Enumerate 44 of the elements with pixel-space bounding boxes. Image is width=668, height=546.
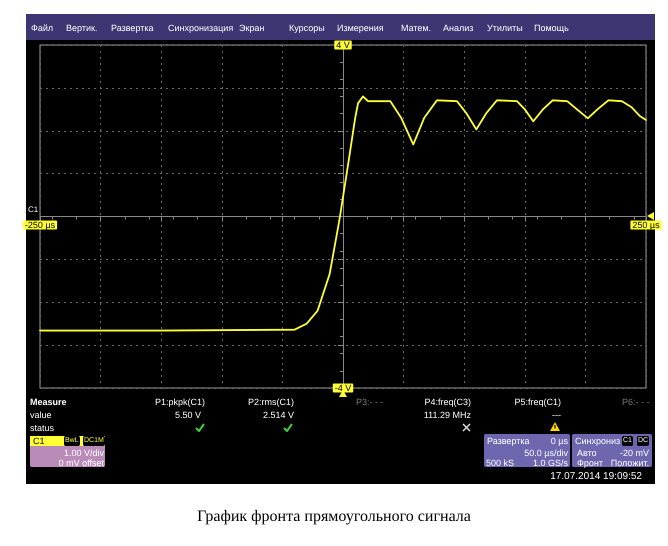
- x-tick-label: 250 µs: [632, 220, 660, 230]
- text: value: [30, 410, 52, 420]
- text: P4:freq(C3): [424, 397, 471, 407]
- text: 500 kS: [486, 458, 514, 468]
- text: P1:pkpk(C1): [154, 397, 205, 407]
- text: 0 µs: [550, 436, 568, 446]
- text: Курсоры: [289, 23, 325, 33]
- text: Положит.: [610, 458, 649, 468]
- text: Синхронизация: [168, 23, 234, 33]
- text: 50.0 µs/div: [524, 448, 568, 458]
- text: Развертка: [487, 436, 530, 446]
- text: -20 mV: [620, 448, 649, 458]
- text: Измерения: [337, 23, 384, 33]
- text: Measure: [30, 397, 67, 407]
- text: P3:- - -: [356, 397, 384, 407]
- text: 111.29 MHz: [424, 410, 471, 420]
- text: 5.50 V: [174, 410, 201, 420]
- text: Синхрониз: [575, 436, 620, 446]
- text: Авто: [577, 448, 597, 458]
- text: График фронта прямоугольного сигнала: [196, 507, 472, 527]
- text: Матем.: [401, 23, 432, 33]
- text: P2:rms(C1): [248, 397, 294, 407]
- y-tick-label: 4 V: [336, 40, 350, 50]
- text: Утилиты: [487, 23, 523, 33]
- text: P5:freq(C1): [514, 397, 561, 407]
- y-tick-label: -4 V: [334, 383, 352, 393]
- text: status: [30, 423, 54, 433]
- text: Файл: [31, 23, 54, 33]
- text: P6:- - -: [622, 397, 650, 407]
- text: Развертка: [111, 23, 154, 33]
- x-tick-label: -250 µs: [24, 220, 56, 230]
- text: C1: [33, 436, 45, 446]
- text: Анализ: [443, 23, 474, 33]
- text: 1.00 V/div: [64, 448, 104, 458]
- text: ---: [552, 410, 561, 420]
- text: Фронт: [577, 458, 603, 468]
- text: Вертик.: [66, 23, 98, 33]
- text: Помощь: [534, 23, 569, 33]
- text: 17.07.2014 19:09:52: [550, 471, 642, 482]
- text: C1: [28, 205, 38, 215]
- text: 2.514 V: [262, 410, 294, 420]
- text: 0 mV offset: [58, 458, 104, 468]
- text: 1.0 GS/s: [532, 458, 568, 468]
- text: Экран: [239, 23, 264, 33]
